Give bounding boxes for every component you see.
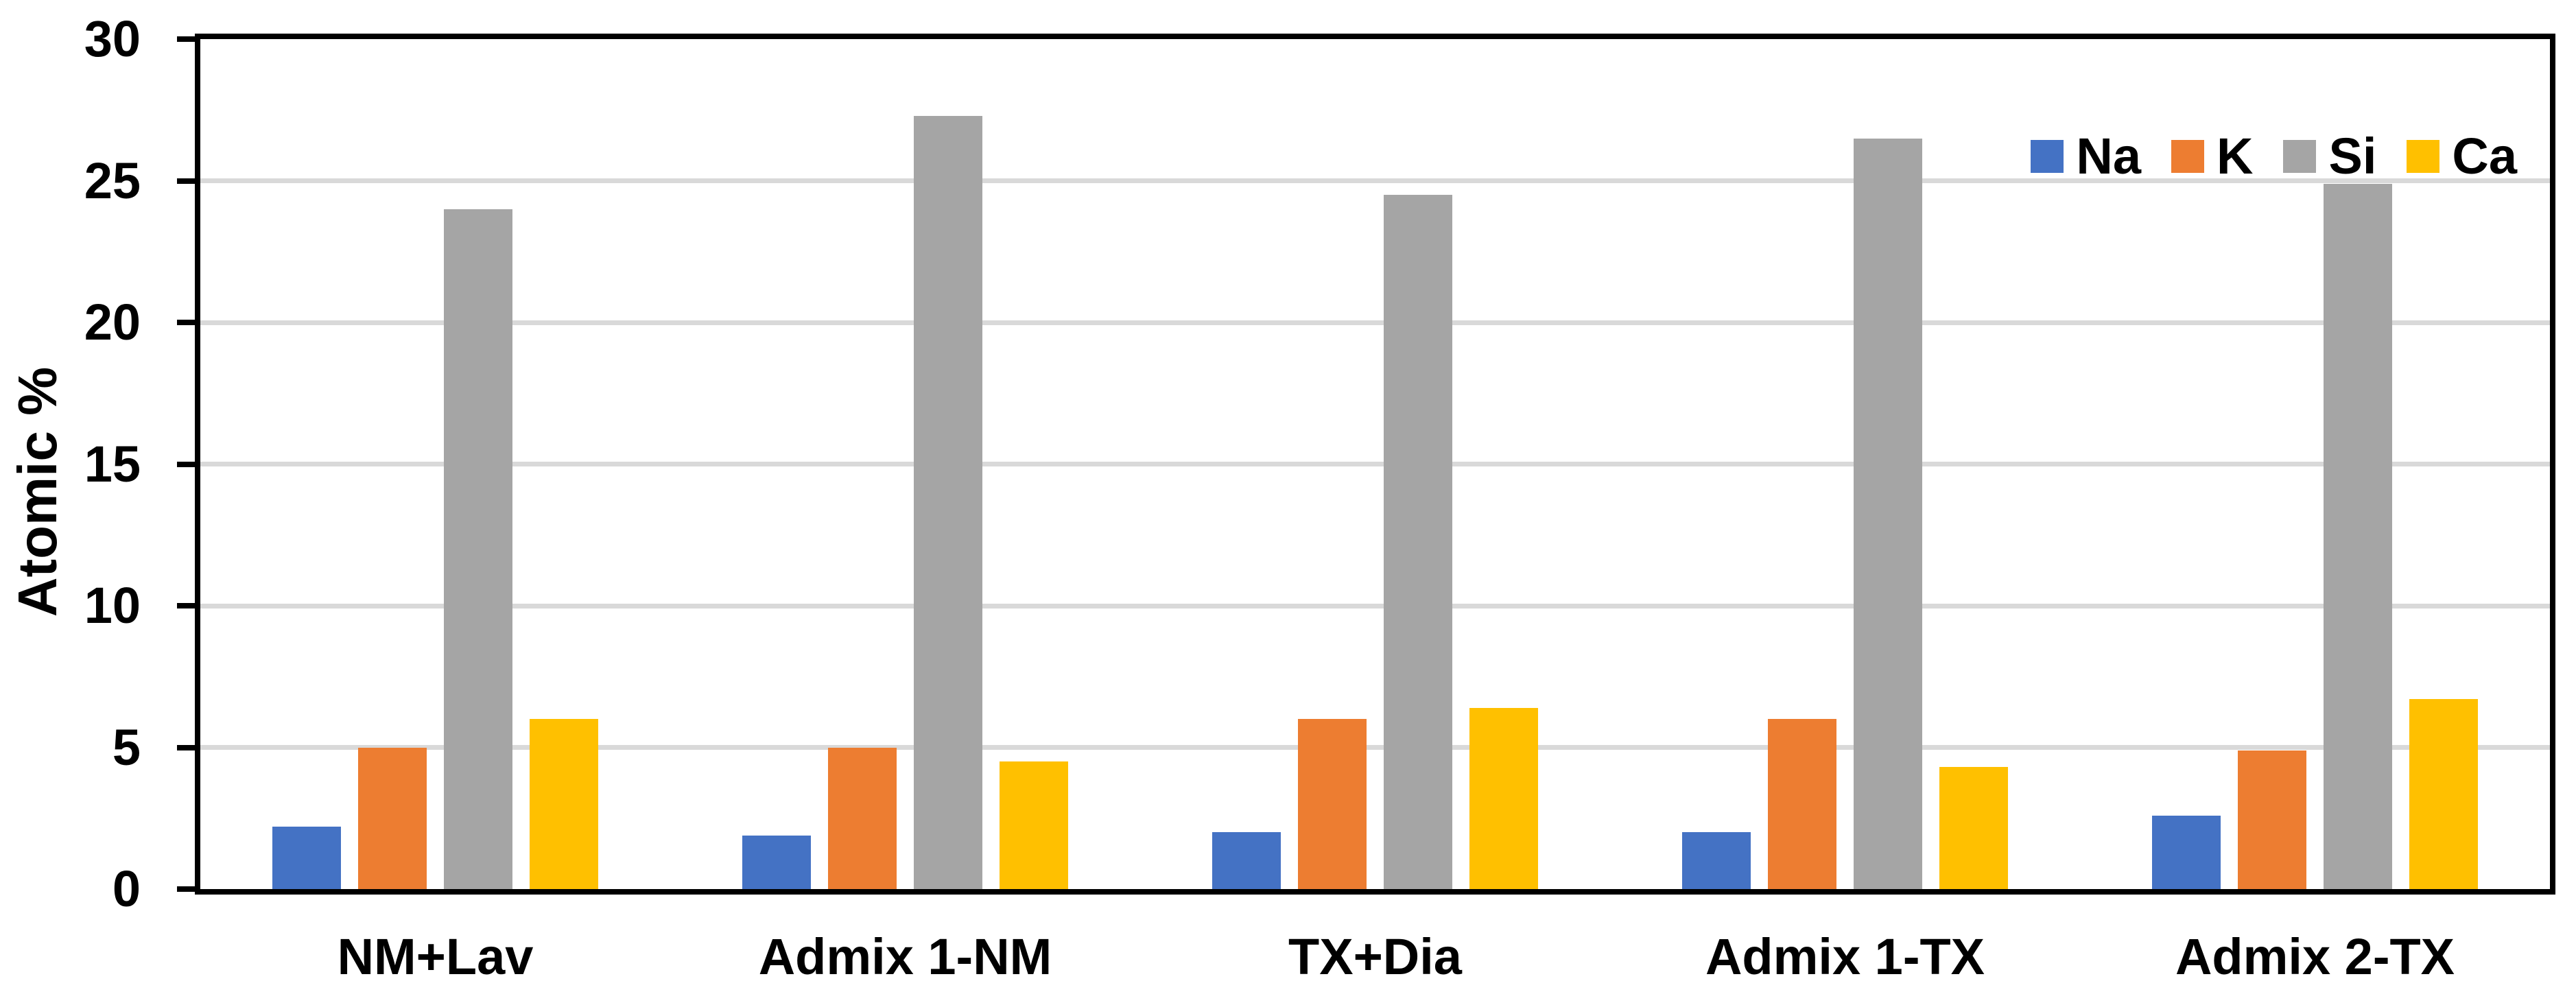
x-axis-label-NM+Lav: NM+Lav	[337, 928, 534, 985]
bar-Ca-Admix 1-TX	[1939, 767, 2008, 889]
y-axis-tick-10	[177, 603, 195, 608]
bar-K-Admix 1-TX	[1768, 719, 1836, 889]
bar-Ca-Admix 1-NM	[1000, 761, 1068, 889]
bar-Ca-TX+Dia	[1469, 707, 1538, 889]
bar-Si-NM+Lav	[444, 209, 512, 889]
legend-item-Ca: Ca	[2407, 131, 2517, 182]
gridline-5	[200, 745, 2550, 750]
y-axis-tick-20	[177, 320, 195, 325]
y-axis-tick-0	[177, 886, 195, 892]
legend-swatch-K	[2171, 140, 2205, 173]
bar-K-Admix 1-NM	[828, 747, 897, 889]
bar-group-Admix 1-NM	[670, 39, 1140, 889]
legend-item-K: K	[2171, 131, 2253, 182]
x-axis-label-Admix 2-TX: Admix 2-TX	[2175, 928, 2455, 985]
bar-group-TX+Dia	[1140, 39, 1610, 889]
x-axis-label-Admix 1-TX: Admix 1-TX	[1705, 928, 1985, 985]
y-tick-label-0: 0	[112, 860, 141, 917]
bar-K-NM+Lav	[358, 747, 427, 889]
y-tick-label-30: 30	[84, 10, 141, 67]
legend-label-Si: Si	[2328, 128, 2377, 185]
legend-label-Na: Na	[2076, 128, 2142, 185]
legend-swatch-Ca	[2407, 140, 2440, 173]
y-tick-label-20: 20	[84, 294, 141, 351]
x-axis-label-Admix 1-NM: Admix 1-NM	[758, 928, 1052, 985]
y-axis-tick-15	[177, 461, 195, 467]
bar-Si-TX+Dia	[1384, 195, 1452, 889]
bar-Si-Admix 2-TX	[2324, 183, 2392, 889]
gridline-15	[200, 462, 2550, 466]
plot-area	[200, 39, 2550, 889]
x-axis-label-TX+Dia: TX+Dia	[1288, 928, 1462, 985]
bar-Si-Admix 1-TX	[1854, 138, 1922, 889]
y-axis-title: Atomic %	[7, 366, 68, 617]
y-tick-label-10: 10	[84, 577, 141, 634]
bar-group-Admix 2-TX	[2080, 39, 2550, 889]
y-axis-tick-30	[177, 36, 195, 42]
bar-Na-Admix 2-TX	[2152, 815, 2221, 889]
bar-Si-Admix 1-NM	[914, 115, 982, 889]
bar-Na-NM+Lav	[272, 827, 341, 889]
y-axis-tick-25	[177, 178, 195, 184]
legend-label-Ca: Ca	[2452, 128, 2517, 185]
bar-K-TX+Dia	[1298, 719, 1367, 889]
bar-Na-Admix 1-TX	[1682, 832, 1751, 889]
legend-label-K: K	[2217, 128, 2254, 185]
legend-swatch-Si	[2283, 140, 2317, 173]
bar-Ca-NM+Lav	[530, 719, 598, 889]
bar-group-Admix 1-TX	[1610, 39, 2080, 889]
bar-group-NM+Lav	[200, 39, 670, 889]
legend-item-Si: Si	[2283, 131, 2376, 182]
bar-Na-Admix 1-NM	[742, 835, 811, 889]
gridline-25	[200, 178, 2550, 183]
legend: Na K Si Ca	[2031, 131, 2517, 182]
gridline-20	[200, 320, 2550, 325]
y-tick-label-15: 15	[84, 435, 141, 493]
y-axis-tick-5	[177, 744, 195, 750]
y-tick-label-25: 25	[84, 152, 141, 209]
bar-Ca-Admix 2-TX	[2409, 699, 2478, 889]
gridline-10	[200, 603, 2550, 608]
legend-item-Na: Na	[2031, 131, 2141, 182]
plot-area-frame: Na K Si Ca	[177, 34, 2555, 895]
legend-swatch-Na	[2031, 140, 2064, 173]
bar-Na-TX+Dia	[1212, 832, 1281, 889]
bar-K-Admix 2-TX	[2238, 750, 2306, 889]
y-tick-label-5: 5	[112, 718, 141, 776]
